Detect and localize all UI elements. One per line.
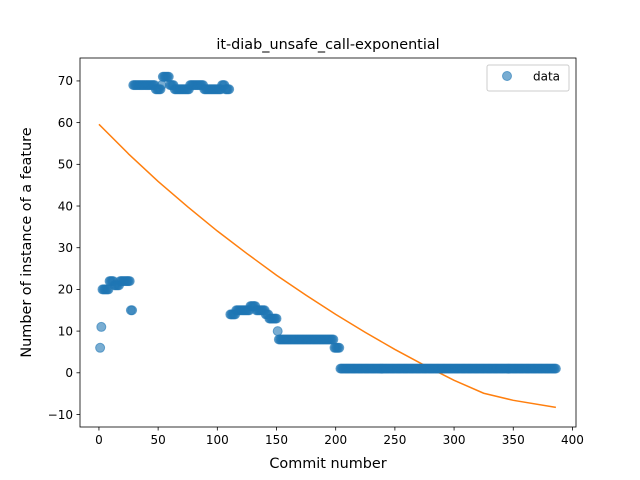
plot-area <box>95 71 561 409</box>
fit-line <box>98 123 557 409</box>
y-tick-label: 40 <box>58 199 73 213</box>
data-point <box>334 342 345 353</box>
data-point <box>550 363 561 374</box>
data-point <box>156 80 167 91</box>
y-tick-label: 0 <box>65 366 73 380</box>
x-tick-label: 350 <box>502 433 525 447</box>
y-tick-label: 20 <box>58 283 73 297</box>
y-tick-label: 10 <box>58 324 73 338</box>
legend-label-data: data <box>533 70 560 84</box>
y-axis: −10 0 10 20 30 40 50 60 70 <box>48 74 80 422</box>
x-tick-label: 300 <box>443 433 466 447</box>
data-point <box>96 321 107 332</box>
y-tick-label: 30 <box>58 241 73 255</box>
data-point <box>272 326 283 337</box>
x-tick-label: 200 <box>324 433 347 447</box>
data-point <box>127 305 138 316</box>
y-tick-label: 70 <box>58 74 73 88</box>
y-tick-label: 50 <box>58 158 73 172</box>
data-point <box>124 276 135 287</box>
y-tick-label: −10 <box>48 408 73 422</box>
data-point <box>328 334 339 345</box>
x-axis-label: Commit number <box>269 456 386 472</box>
x-axis: 0 50 100 150 200 250 300 350 400 <box>95 427 584 447</box>
fit-curve-layer <box>98 123 557 409</box>
x-tick-label: 400 <box>561 433 584 447</box>
y-tick-label: 60 <box>58 116 73 130</box>
legend: data <box>486 64 570 92</box>
x-tick-label: 150 <box>265 433 288 447</box>
data-point <box>224 84 235 95</box>
x-tick-label: 250 <box>383 433 406 447</box>
plot-frame <box>79 57 577 428</box>
data-point <box>95 342 106 353</box>
chart-title: it-diab_unsafe_call-exponential <box>216 37 439 53</box>
data-point <box>163 71 174 82</box>
y-axis-label: Number of instance of a feature <box>19 127 35 357</box>
data-point <box>271 313 282 324</box>
x-tick-label: 50 <box>150 433 165 447</box>
legend-marker <box>502 71 512 81</box>
data-points-layer <box>95 71 561 374</box>
x-tick-label: 100 <box>206 433 229 447</box>
x-tick-label: 0 <box>95 433 103 447</box>
